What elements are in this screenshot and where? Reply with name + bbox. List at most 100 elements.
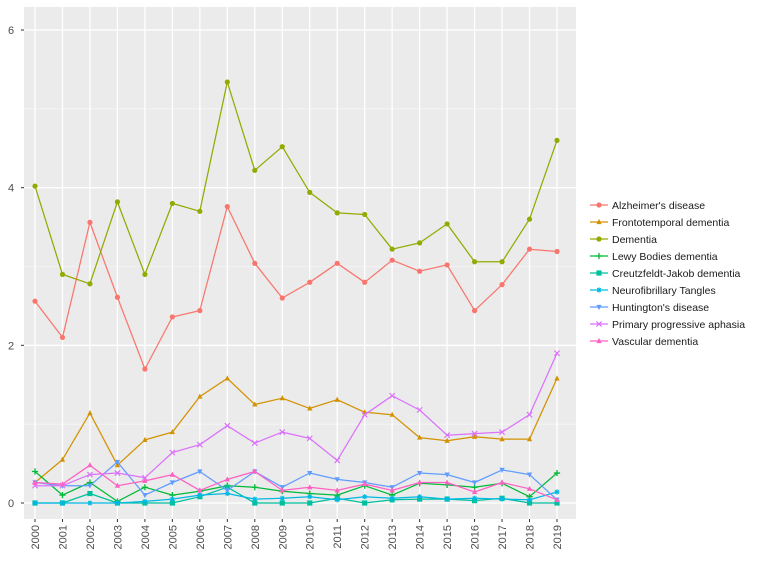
series-lewy-bodies-dementia xyxy=(31,468,561,505)
data-point xyxy=(224,488,230,494)
data-point xyxy=(224,484,230,490)
data-point xyxy=(362,279,368,285)
legend-label: Frontotemporal dementia xyxy=(612,217,729,229)
data-point xyxy=(417,494,423,500)
data-point xyxy=(87,462,93,468)
data-point xyxy=(32,298,38,304)
legend-item: Frontotemporal dementia xyxy=(590,217,729,229)
data-point xyxy=(417,268,423,274)
data-point xyxy=(142,366,148,372)
data-point xyxy=(554,375,560,381)
data-point xyxy=(279,429,286,436)
legend-item: Vascular dementia xyxy=(590,336,698,348)
data-point xyxy=(142,493,148,499)
data-point xyxy=(87,219,93,225)
data-point xyxy=(526,436,533,442)
data-point xyxy=(252,401,258,407)
data-point xyxy=(114,199,121,205)
data-point xyxy=(444,472,450,478)
data-point xyxy=(142,436,148,443)
data-point xyxy=(169,471,175,477)
data-point xyxy=(141,484,148,491)
data-point xyxy=(197,469,203,475)
data-point xyxy=(114,500,121,506)
data-point xyxy=(416,406,423,414)
legend-label: Alzheimer's disease xyxy=(612,200,705,212)
data-point xyxy=(389,495,395,501)
series-neurofibrillary-tangles xyxy=(32,489,560,506)
data-point xyxy=(279,487,285,493)
data-point xyxy=(279,495,285,501)
data-point xyxy=(197,487,203,493)
x-tick-label: 2019 xyxy=(552,525,564,549)
data-point xyxy=(32,479,38,485)
data-point xyxy=(169,500,175,506)
data-point xyxy=(114,294,121,300)
data-point xyxy=(471,495,478,501)
series-line xyxy=(34,377,558,483)
data-point xyxy=(87,500,93,506)
data-point xyxy=(444,221,450,227)
series-primary-progressive-aphasia xyxy=(31,350,561,489)
series-line xyxy=(34,471,558,503)
x-tick-label: 2001 xyxy=(57,525,69,549)
data-point xyxy=(252,500,258,506)
data-point xyxy=(553,469,561,477)
y-tick-label: 6 xyxy=(8,25,14,37)
series-line xyxy=(34,81,558,285)
data-point xyxy=(499,429,506,436)
data-point xyxy=(279,295,285,301)
legend-label: Creutzfeldt-Jakob dementia xyxy=(612,268,741,280)
data-point xyxy=(31,468,39,475)
data-point xyxy=(141,474,148,481)
data-point xyxy=(471,259,478,265)
data-point xyxy=(526,216,533,222)
data-point xyxy=(307,405,313,411)
data-point xyxy=(444,262,450,268)
data-point xyxy=(554,489,560,495)
data-point xyxy=(169,449,176,456)
x-tick-label: 2005 xyxy=(167,525,179,549)
data-point xyxy=(197,492,203,498)
legend-label: Huntington's disease xyxy=(612,302,709,314)
data-point xyxy=(59,492,66,499)
data-point xyxy=(471,308,478,314)
data-point xyxy=(252,167,258,173)
data-point xyxy=(499,259,505,265)
data-point xyxy=(251,484,258,491)
data-point xyxy=(553,350,561,357)
series-frontotemporal-dementia xyxy=(32,375,560,485)
data-point xyxy=(526,485,533,491)
legend-key-marker xyxy=(596,270,602,276)
x-tick-label: 2006 xyxy=(195,525,207,549)
data-point xyxy=(59,271,66,277)
axes: 0 2 4 6 2000 2001 2002 2003 2004 2005 2006 2007 2008… xyxy=(8,25,564,549)
data-point xyxy=(471,480,478,486)
data-point xyxy=(334,396,340,402)
data-point xyxy=(526,246,533,252)
data-point xyxy=(307,279,313,285)
legend-key-marker xyxy=(596,218,602,225)
data-point xyxy=(87,483,93,489)
legend-label: Lewy Bodies dementia xyxy=(612,251,718,263)
legend-item: Neurofibrillary Tangles xyxy=(590,285,716,297)
data-point xyxy=(32,500,38,506)
legend-item: Alzheimer's disease xyxy=(590,200,705,212)
data-point xyxy=(142,477,148,484)
data-point xyxy=(279,144,285,150)
data-point xyxy=(526,497,533,503)
x-tick-label: 2002 xyxy=(85,525,97,549)
data-point xyxy=(197,308,203,314)
data-point xyxy=(471,488,478,495)
data-point xyxy=(526,411,533,418)
legend-item: Huntington's disease xyxy=(590,302,709,314)
data-point xyxy=(554,496,560,502)
legend-label: Dementia xyxy=(612,234,657,246)
data-point xyxy=(252,260,258,266)
legend-key-marker xyxy=(596,337,602,344)
data-point xyxy=(114,470,121,477)
data-point xyxy=(142,498,148,505)
plot-panel xyxy=(24,7,576,519)
legend: Alzheimer's disease Frontotemporal dement… xyxy=(590,200,745,348)
legend-item: Primary progressive aphasia xyxy=(590,319,745,331)
